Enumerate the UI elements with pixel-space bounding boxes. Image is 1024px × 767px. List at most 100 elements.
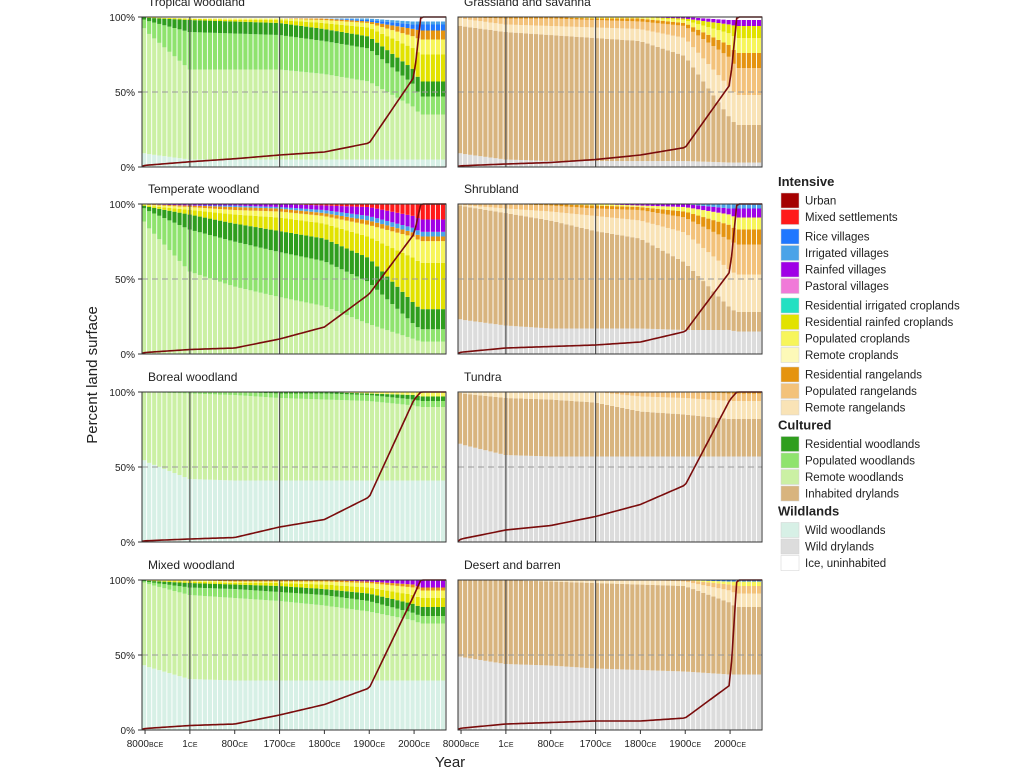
bar-segment	[415, 480, 420, 542]
bar-segment	[329, 596, 334, 607]
bar-segment	[329, 393, 334, 400]
bar-stack	[458, 580, 762, 730]
bar-segment	[670, 210, 675, 216]
bar-segment	[706, 586, 711, 595]
bar-segment	[294, 210, 299, 214]
bar-segment	[756, 204, 762, 209]
bar-segment	[273, 22, 278, 35]
bar-segment	[463, 204, 468, 206]
bar-segment	[182, 65, 187, 159]
bar-segment	[425, 329, 430, 342]
bar-segment	[157, 581, 162, 584]
legend-swatch	[780, 261, 800, 278]
population-line	[457, 391, 762, 542]
bar-segment	[385, 680, 390, 730]
bar-segment	[309, 399, 314, 481]
bar-segment	[559, 328, 564, 354]
bar-segment	[218, 159, 223, 167]
bar-segment	[574, 17, 579, 20]
bar-segment	[635, 328, 640, 354]
bar-segment	[207, 588, 213, 597]
bar-segment	[736, 162, 741, 167]
bar-segment	[243, 289, 248, 354]
bar-segment	[435, 54, 441, 82]
bar-segment	[523, 398, 529, 456]
bar-segment	[539, 218, 544, 328]
bar-segment	[736, 26, 741, 38]
bar-segment	[243, 159, 248, 167]
bar-segment	[268, 250, 273, 296]
bar-segment	[405, 159, 410, 167]
bar-segment	[620, 218, 625, 236]
bar-segment	[440, 241, 446, 263]
bar-segment	[584, 204, 589, 206]
bar-segment	[574, 19, 579, 27]
bar-segment	[483, 156, 488, 167]
bar-segment	[508, 204, 513, 209]
bar-segment	[660, 20, 665, 24]
bar-segment	[741, 125, 746, 163]
bar-segment	[463, 392, 468, 394]
bar-segment	[218, 237, 223, 282]
bar-segment	[463, 657, 468, 730]
bar-segment	[400, 100, 405, 160]
bar-segment	[218, 204, 223, 206]
bar-segment	[615, 406, 620, 457]
bar-segment	[233, 204, 238, 206]
bar-segment	[334, 596, 339, 608]
bar-segment	[299, 392, 304, 394]
bar-segment	[309, 303, 314, 354]
bar-segment	[147, 204, 152, 206]
bar-segment	[329, 606, 334, 681]
bar-segment	[741, 217, 746, 230]
bar-segment	[339, 19, 344, 20]
bar-segment	[142, 460, 147, 542]
bar-segment	[463, 154, 468, 167]
bar-segment	[167, 204, 172, 206]
panel-frame	[457, 579, 763, 731]
bar-segment	[420, 241, 425, 263]
y-tick-label: 0%	[121, 350, 136, 361]
bar-segment	[354, 20, 359, 23]
bar-segment	[380, 328, 385, 354]
bar-segment	[319, 205, 324, 210]
bar-segment	[157, 204, 162, 206]
bar-segment	[288, 159, 294, 167]
bar-segment	[182, 17, 187, 19]
bar-segment	[207, 20, 213, 33]
bar-segment	[620, 394, 625, 408]
bar-segment	[675, 18, 681, 20]
bar-segment	[726, 330, 731, 354]
bar-segment	[425, 39, 430, 55]
bar-segment	[294, 219, 299, 234]
bar-segment	[746, 208, 751, 218]
bar-segment	[334, 581, 339, 586]
bar-segment	[574, 161, 579, 167]
bar-segment	[238, 69, 243, 160]
bar-segment	[741, 20, 746, 26]
bar-segment	[294, 19, 299, 22]
bar-segment	[309, 211, 314, 215]
bar-segment	[268, 585, 273, 592]
bar-segment	[172, 674, 177, 730]
bar-segment	[746, 393, 751, 401]
bar-segment	[741, 674, 746, 730]
bar-segment	[339, 159, 344, 167]
bar-segment	[228, 584, 233, 589]
bar-segment	[640, 161, 645, 167]
bar-segment	[726, 590, 731, 603]
bar-segment	[314, 212, 319, 216]
bar-segment	[304, 393, 309, 399]
bar-segment	[534, 399, 539, 457]
bar-segment	[701, 204, 706, 206]
bar-segment	[691, 221, 696, 240]
bar-segment	[364, 680, 370, 730]
bar-segment	[675, 22, 681, 26]
bar-segment	[354, 393, 359, 395]
bar-segment	[238, 159, 243, 167]
bar-segment	[645, 17, 650, 20]
bar-segment	[152, 154, 157, 167]
bar-segment	[579, 456, 584, 542]
bar-segment	[756, 17, 762, 20]
